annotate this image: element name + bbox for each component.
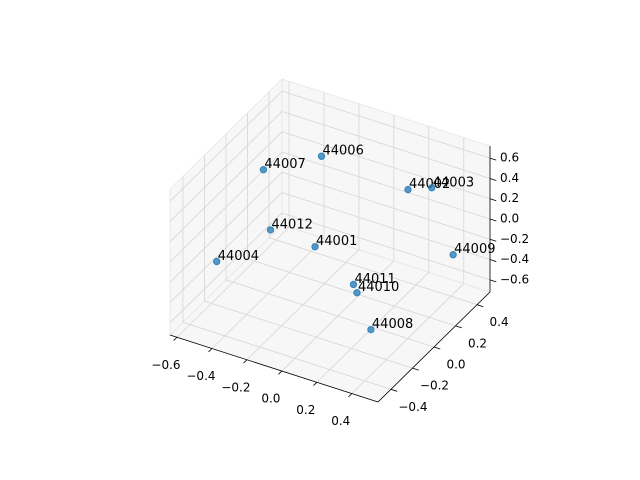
point-label: 44010: [358, 280, 399, 295]
point: [311, 243, 319, 251]
point-label: 44004: [218, 249, 259, 264]
x-tick-label: 0.2: [296, 403, 315, 417]
point-label: 44003: [433, 175, 474, 190]
x-tick-label: −0.2: [221, 380, 250, 394]
point: [367, 325, 375, 334]
point-label: 44007: [264, 157, 305, 172]
point-label: 44006: [322, 144, 363, 159]
tick-mark: [489, 178, 497, 181]
tick-mark: [489, 198, 497, 202]
z-tick-label: 0.0: [500, 212, 519, 226]
grid-line: [169, 171, 283, 283]
grid-line: [281, 131, 491, 200]
grid-line: [281, 212, 491, 281]
grid-line: [268, 237, 478, 306]
grid-line: [169, 111, 283, 222]
point: [212, 257, 221, 266]
point-label: 44011: [354, 272, 395, 287]
z-tick-label: 0.4: [500, 171, 519, 185]
y-tick-label: 0.4: [490, 315, 509, 329]
x-tick-label: 0.0: [261, 392, 280, 406]
tick-mark: [489, 157, 497, 161]
point: [259, 166, 268, 174]
point: [404, 185, 412, 194]
tick-mark: [433, 346, 441, 350]
grid-line: [182, 321, 392, 390]
grid-line: [281, 192, 491, 260]
point: [428, 184, 436, 192]
tick-mark: [208, 348, 213, 353]
tick-mark: [455, 325, 462, 329]
point: [353, 289, 361, 297]
grid-line: [169, 192, 283, 303]
z-tick-label: 0.6: [500, 151, 519, 165]
tick-mark: [313, 382, 318, 386]
y-axis: [377, 291, 491, 403]
y-tick-label: 0.0: [446, 358, 465, 372]
y-tick-label: 0.2: [468, 336, 487, 350]
z-tick-label: −0.6: [500, 272, 529, 286]
point: [317, 152, 326, 160]
point: [349, 280, 358, 289]
tick-mark: [243, 359, 248, 364]
tick-mark: [489, 238, 497, 242]
y-tick-label: −0.4: [398, 400, 427, 414]
point-label: 44012: [272, 217, 313, 232]
x-tick-label: −0.4: [186, 369, 215, 383]
grid-line: [204, 300, 413, 369]
tick-mark: [489, 259, 497, 262]
grid-line: [225, 279, 435, 348]
x-axis: [169, 334, 379, 403]
point-label: 44008: [372, 317, 413, 332]
point-label: 44001: [316, 234, 357, 249]
x-tick-label: 0.4: [331, 414, 350, 428]
z-tick-label: −0.2: [500, 232, 529, 246]
point: [449, 251, 457, 259]
point-label: 44002: [409, 177, 450, 192]
grid-line: [281, 151, 491, 220]
grid-line: [281, 171, 491, 240]
tick-mark: [390, 388, 398, 392]
grid-line: [247, 258, 456, 327]
tick-mark: [489, 279, 497, 283]
tick-mark: [476, 304, 484, 308]
tick-mark: [173, 336, 178, 341]
grid-line: [169, 131, 283, 243]
z-tick-label: −0.4: [500, 252, 529, 266]
x-tick-label: −0.6: [151, 358, 180, 372]
z-tick-label: 0.2: [500, 191, 519, 205]
grid-line: [169, 90, 283, 202]
grid-line: [281, 90, 491, 159]
tick-mark: [489, 218, 497, 222]
point-label: 44009: [454, 242, 495, 257]
tick-mark: [348, 393, 353, 398]
tick-mark: [412, 367, 419, 371]
grid-line: [281, 111, 491, 179]
grid-line: [169, 212, 283, 324]
tick-mark: [278, 370, 283, 375]
point: [266, 226, 275, 234]
y-tick-label: −0.2: [420, 379, 449, 393]
